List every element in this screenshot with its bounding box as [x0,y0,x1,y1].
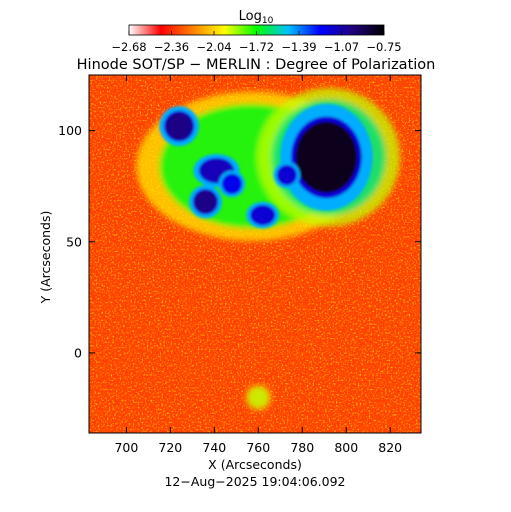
colorbar-tick-label: −2.04 [196,40,231,54]
x-axis-ticks: 700 720 740 760 780 800 820 [114,75,402,455]
colorbar-tick-label: −2.68 [111,40,146,54]
x-tick-label: 700 [114,440,138,455]
timestamp-footer: 12−Aug−2025 19:04:06.092 [164,474,345,489]
y-tick-label: 100 [58,123,82,138]
x-tick-label: 780 [290,440,314,455]
colorbar-tick-label: −1.39 [281,40,316,54]
colorbar-tick-label: −1.72 [239,40,274,54]
y-tick-label: 50 [66,234,82,249]
sunspot-large [295,121,358,193]
x-tick-label: 740 [202,440,226,455]
pore-2 [194,190,217,213]
colorbar-ticks: −2.68 −2.36 −2.04 −1.72 −1.39 −1.07 −0.75 [111,31,402,54]
y-tick-label: 0 [74,345,82,360]
pore-4 [251,206,274,224]
colorbar-label: Log10 [239,9,274,26]
sunspot-features [159,103,373,229]
chart-title: Hinode SOT/SP − MERLIN : Degree of Polar… [77,57,436,73]
x-tick-label: 820 [378,440,402,455]
plage-core [247,386,270,409]
heatmap-image [89,75,421,433]
pore-6 [223,175,241,193]
x-tick-label: 760 [246,440,270,455]
pore-1 [165,112,193,140]
x-tick-label: 720 [158,440,182,455]
x-axis-label: X (Arcseconds) [208,457,302,472]
y-axis-ticks: 0 50 100 [58,123,421,360]
colorbar-tick-label: −1.07 [324,40,359,54]
x-tick-label: 800 [334,440,358,455]
colorbar-tick-label: −2.36 [154,40,189,54]
pore-5 [278,166,296,184]
colorbar-tick-label: −0.75 [366,40,401,54]
y-axis-label: Y (Arcseconds) [38,211,53,305]
plot-frame [88,74,422,434]
